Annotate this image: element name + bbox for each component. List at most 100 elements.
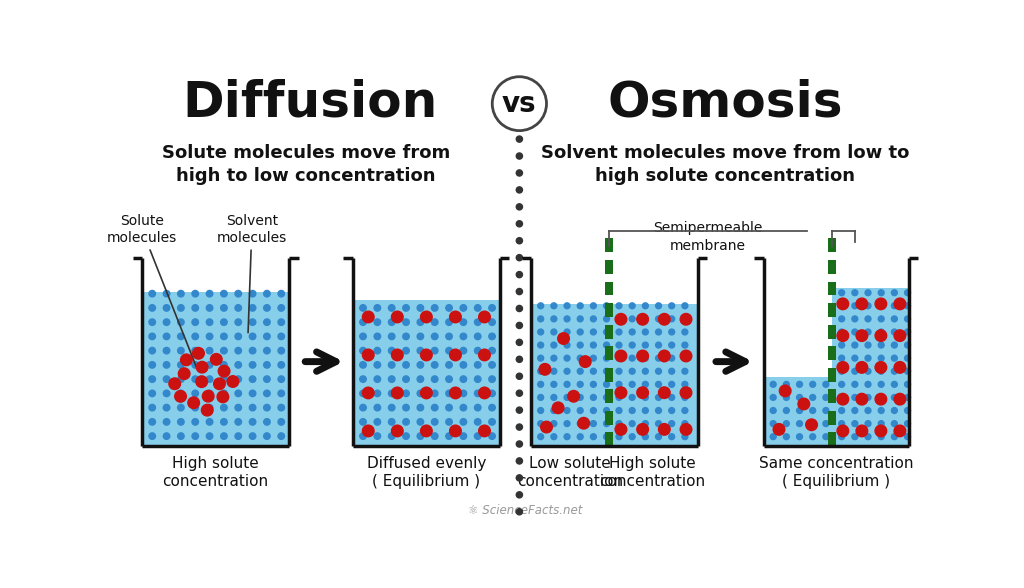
Circle shape [388,362,395,368]
Circle shape [445,419,453,425]
Circle shape [249,333,256,340]
Circle shape [773,423,784,435]
Circle shape [206,305,213,311]
Circle shape [516,339,522,346]
Circle shape [655,368,662,374]
Circle shape [488,405,496,411]
Circle shape [879,329,884,335]
Circle shape [488,433,496,439]
Circle shape [680,313,692,325]
Circle shape [770,395,776,400]
Circle shape [682,329,688,335]
Circle shape [655,407,662,413]
Circle shape [445,348,453,354]
Circle shape [578,417,590,429]
Circle shape [591,368,596,374]
Bar [764,377,831,446]
Circle shape [823,434,828,440]
Circle shape [538,303,544,309]
Circle shape [642,355,648,361]
Circle shape [218,365,229,377]
Circle shape [263,333,270,340]
Circle shape [450,425,461,437]
Bar [828,282,836,295]
Bar [605,389,613,403]
Circle shape [629,434,635,440]
Circle shape [175,390,186,402]
Circle shape [894,362,905,373]
Circle shape [839,329,845,335]
Circle shape [278,290,285,297]
Circle shape [865,382,871,387]
Circle shape [227,376,239,387]
Circle shape [177,362,184,368]
Circle shape [177,376,184,382]
Circle shape [770,382,776,387]
Circle shape [616,434,622,440]
Circle shape [879,434,884,440]
Circle shape [680,350,692,362]
Circle shape [682,316,688,322]
Circle shape [823,407,828,413]
Text: Solute
molecules: Solute molecules [106,215,197,368]
Circle shape [374,319,381,325]
Circle shape [148,348,156,354]
Circle shape [837,330,849,342]
Circle shape [374,405,381,411]
Circle shape [669,303,675,309]
Circle shape [680,387,692,399]
Circle shape [421,425,432,437]
Circle shape [359,333,367,340]
Circle shape [616,368,622,374]
Circle shape [234,362,242,368]
Bar [828,325,836,339]
Circle shape [904,407,910,413]
Circle shape [431,319,438,325]
Circle shape [568,390,580,402]
Circle shape [852,382,858,387]
Circle shape [629,368,635,374]
Circle shape [879,303,884,309]
Circle shape [770,434,776,440]
Circle shape [682,434,688,440]
Circle shape [402,405,410,411]
Circle shape [642,407,648,413]
Circle shape [856,425,867,437]
Circle shape [783,434,790,440]
Circle shape [206,390,213,397]
Circle shape [642,395,648,400]
Circle shape [516,441,522,447]
Bar [828,368,836,382]
Circle shape [431,419,438,425]
Circle shape [220,433,227,439]
Circle shape [637,423,648,435]
Circle shape [402,376,410,382]
Circle shape [177,433,184,439]
Circle shape [220,333,227,340]
Circle shape [682,303,688,309]
Circle shape [445,390,453,397]
Circle shape [806,419,817,430]
Circle shape [488,319,496,325]
Circle shape [558,333,569,345]
Circle shape [359,376,367,382]
Circle shape [177,405,184,411]
Circle shape [148,376,156,382]
Circle shape [682,342,688,348]
Circle shape [642,342,648,348]
Circle shape [431,333,438,340]
Circle shape [591,382,596,387]
Circle shape [629,303,635,309]
Circle shape [797,382,803,387]
Circle shape [388,305,395,311]
Bar [831,289,909,446]
Circle shape [249,290,256,297]
Circle shape [191,319,199,325]
Bar [828,260,836,274]
Circle shape [770,420,776,426]
Circle shape [445,319,453,325]
Circle shape [206,362,213,368]
Circle shape [206,348,213,354]
Circle shape [669,420,675,426]
Circle shape [564,329,570,335]
